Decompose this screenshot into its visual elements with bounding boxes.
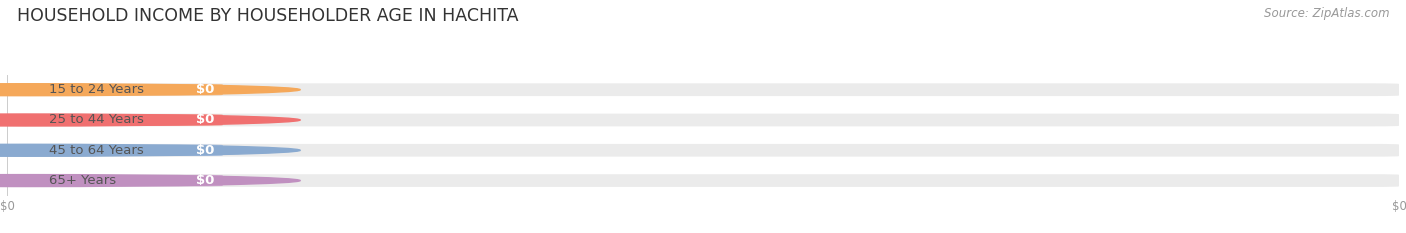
FancyBboxPatch shape <box>7 114 1399 126</box>
Text: HOUSEHOLD INCOME BY HOUSEHOLDER AGE IN HACHITA: HOUSEHOLD INCOME BY HOUSEHOLDER AGE IN H… <box>17 7 519 25</box>
FancyBboxPatch shape <box>7 175 222 186</box>
Circle shape <box>0 175 299 187</box>
Text: 65+ Years: 65+ Years <box>49 174 115 187</box>
FancyBboxPatch shape <box>7 144 1399 157</box>
Circle shape <box>0 114 299 126</box>
FancyBboxPatch shape <box>7 114 222 126</box>
FancyBboxPatch shape <box>7 83 1399 96</box>
Text: 45 to 64 Years: 45 to 64 Years <box>49 144 143 157</box>
FancyBboxPatch shape <box>7 174 1399 187</box>
Text: 25 to 44 Years: 25 to 44 Years <box>49 113 143 127</box>
Circle shape <box>0 84 299 96</box>
Text: $0: $0 <box>195 144 215 157</box>
FancyBboxPatch shape <box>7 84 222 96</box>
Text: $0: $0 <box>195 113 215 127</box>
Text: $0: $0 <box>195 83 215 96</box>
Text: Source: ZipAtlas.com: Source: ZipAtlas.com <box>1264 7 1389 20</box>
FancyBboxPatch shape <box>7 144 222 156</box>
Text: 15 to 24 Years: 15 to 24 Years <box>49 83 143 96</box>
Circle shape <box>0 144 299 156</box>
Text: $0: $0 <box>195 174 215 187</box>
